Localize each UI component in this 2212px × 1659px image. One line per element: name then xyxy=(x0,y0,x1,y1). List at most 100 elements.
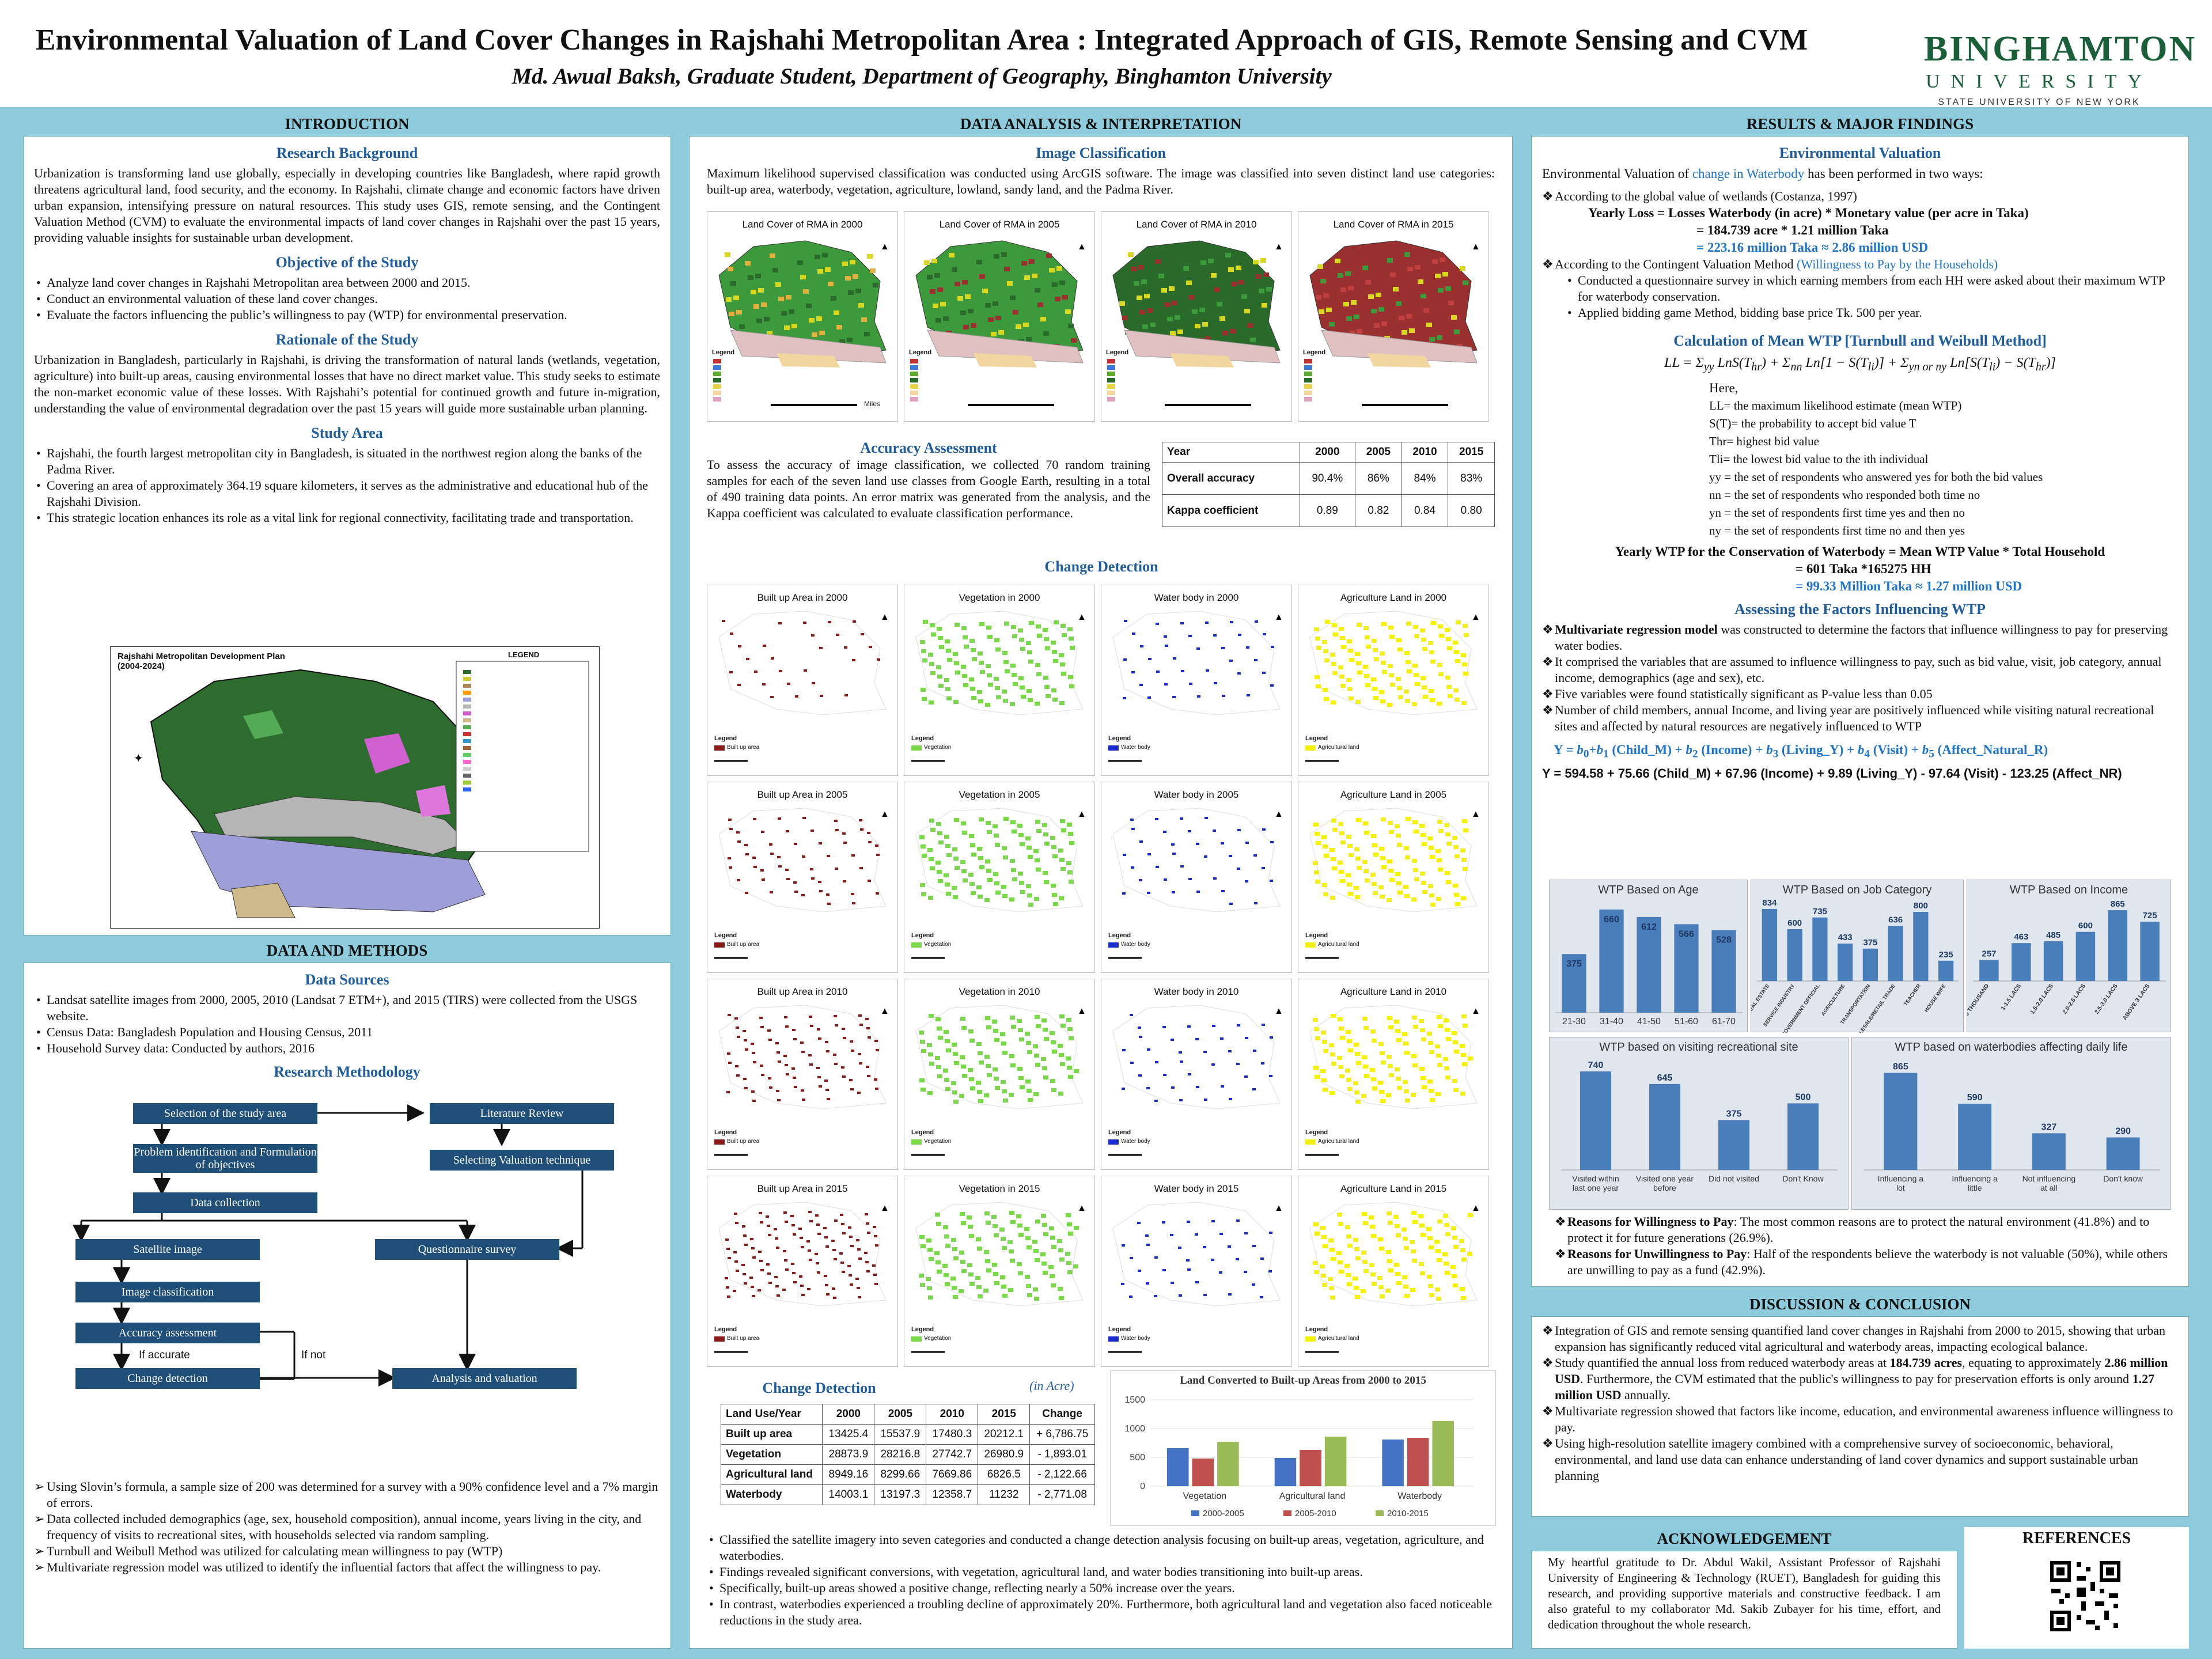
category-label: Visited within xyxy=(1572,1174,1619,1183)
change-map-panel: Water body in 2015 ▲ Legend Water body xyxy=(1101,1176,1292,1367)
mwtp-title: Calculation of Mean WTP [Turnbull and We… xyxy=(1673,332,2047,349)
land-cover-map-panel: Land Cover of RMA in 2000 ▲ Legend Miles xyxy=(707,211,898,422)
change-table-head: 2005 xyxy=(874,1404,927,1425)
change-map-panel: Vegetation in 2000 ▲ Legend Vegetation xyxy=(904,585,1095,776)
change-map-panel: Agriculture Land in 2005 ▲ Legend Agricultu… xyxy=(1298,782,1489,973)
svg-text:▲: ▲ xyxy=(1471,242,1480,252)
change-map-legend: Legend xyxy=(1305,1129,1328,1136)
ev-sub-item: Applied bidding game Method, bidding bas… xyxy=(1565,305,2178,321)
change-map-title: Built up Area in 2010 xyxy=(757,986,848,997)
acc-cell: Overall accuracy xyxy=(1162,462,1300,495)
change-table-cell: 26980.9 xyxy=(978,1444,1031,1465)
source-item: Household Survey data: Conducted by auth… xyxy=(34,1040,660,1056)
ds-title: Data Sources xyxy=(305,971,389,988)
study-area-item: This strategic location enhances its rol… xyxy=(34,510,660,526)
data-label: 485 xyxy=(2046,930,2061,940)
rb-text: Urbanization is transforming land use gl… xyxy=(34,166,660,245)
legend-swatch xyxy=(1376,1510,1384,1516)
change-table-cell: 20212.1 xyxy=(978,1424,1031,1445)
af-item: Number of child members, annual Income, … xyxy=(1542,702,2178,734)
disc-i2f: 1.27 million USD xyxy=(1555,1372,2155,1402)
change-map-graphic: ▲ xyxy=(1305,611,1480,762)
disc-heading: DISCUSSION & CONCLUSION xyxy=(1749,1296,1971,1313)
data-label: 290 xyxy=(2115,1127,2131,1137)
ev-sublist: Conducted a questionnaire survey in whic… xyxy=(1565,272,2178,321)
category-label: WHOLESALE/RETAIL TRADE xyxy=(1850,983,1896,1033)
ev-intro-b: change in Waterbody xyxy=(1692,166,1805,181)
def-item: Thr= highest bid value xyxy=(1709,434,1819,448)
data-label: 600 xyxy=(1787,918,1802,928)
change-map-title: Vegetation in 2000 xyxy=(959,592,1040,603)
dm-bullet: Multivariate regression model was utiliz… xyxy=(34,1559,662,1575)
category-label: ABOVE 3 LACS xyxy=(2122,983,2152,1021)
category-label: HOUSE WIFE xyxy=(1923,983,1947,1013)
land-converted-title: Land Converted to Built-up Areas from 20… xyxy=(1180,1374,1426,1387)
change-map-legend: Legend xyxy=(911,735,934,742)
da-bullet: Findings revealed significant conversion… xyxy=(707,1564,1502,1580)
university-logo: BINGHAMTON UNIVERSITY STATE UNIVERSITY O… xyxy=(1924,29,2195,108)
change-map-graphic: ▲ xyxy=(1108,808,1283,959)
objectives-list: Analyze land cover changes in Rajshahi M… xyxy=(34,275,660,323)
bar xyxy=(1787,1103,1819,1170)
change-map-legend: Legend xyxy=(1305,932,1328,939)
change-map-legend: Legend xyxy=(714,1129,737,1136)
ev2-b: (Willingness to Pay by the Households) xyxy=(1796,257,1998,271)
change-table-cell: Vegetation xyxy=(720,1444,823,1465)
svg-text:▲: ▲ xyxy=(1274,1203,1283,1213)
legend-swatch xyxy=(1283,1510,1291,1516)
objective-item: Conduct an environmental valuation of th… xyxy=(34,291,660,307)
bar xyxy=(1938,960,1954,981)
svg-text:▲: ▲ xyxy=(1077,1006,1086,1016)
wtp-age-svg: 375 21-30 660 31-40 612 41-50 566 51-60 528 61-70 xyxy=(1555,909,1743,1027)
bar xyxy=(1838,944,1853,981)
dm-bullet: Turnbull and Weibull Method was utilized… xyxy=(34,1543,662,1559)
reasons-list: Reasons for Willingness to Pay: The most… xyxy=(1555,1214,2177,1278)
change-map-title: Agriculture Land in 2000 xyxy=(1340,592,1447,603)
category-label: last one year xyxy=(1573,1183,1619,1192)
ic-text: Maximum likelihood supervised classifica… xyxy=(707,166,1495,196)
acc-head: Year xyxy=(1162,442,1300,463)
legend-label: 2000-2005 xyxy=(1203,1509,1244,1518)
svg-text:▲: ▲ xyxy=(1471,809,1480,819)
bar xyxy=(1649,1084,1680,1170)
category-label: Influencing a xyxy=(1878,1174,1924,1183)
category-label: lot xyxy=(1896,1183,1905,1192)
change-map-graphic: ▲ xyxy=(911,1202,1086,1353)
legend-swatch xyxy=(1191,1510,1199,1516)
land-cover-map-panel: Land Cover of RMA in 2005 ▲ Legend xyxy=(904,211,1095,422)
change-map-graphic: ▲ xyxy=(1305,1005,1480,1156)
change-map-title: Built up Area in 2005 xyxy=(757,789,848,800)
da-heading: DATA ANALYSIS & INTERPRETATION xyxy=(960,115,1242,132)
data-label: 327 xyxy=(2041,1122,2057,1132)
logo-line3: STATE UNIVERSITY OF NEW YORK xyxy=(1938,97,2141,107)
change-table: Land Use/Year 2000 2005 2010 2015 Change Built… xyxy=(720,1404,1095,1505)
acc-cell: 0.80 xyxy=(1448,494,1495,527)
change-map-graphic: ▲ xyxy=(911,808,1086,959)
category-label: 50-100 THOUSAND xyxy=(1967,983,1990,1029)
change-table-cell: 13425.4 xyxy=(822,1424,875,1445)
ack-heading: ACKNOWLEDGEMENT xyxy=(1531,1527,1957,1550)
poster-title: Environmental Valuation of Land Cover Ch… xyxy=(35,24,1808,56)
disc-item: Study quantified the annual loss from re… xyxy=(1542,1355,2178,1403)
change-map-legend-item: Agricultural land xyxy=(1318,1138,1359,1145)
qr-code[interactable] xyxy=(2048,1559,2123,1634)
land-cover-map-title: Land Cover of RMA in 2015 xyxy=(1333,219,1454,230)
change-table-row: Built up area 13425.4 15537.9 17480.3 20212.… xyxy=(720,1424,1095,1445)
af-item: It comprised the variables that are assu… xyxy=(1542,654,2178,686)
bar xyxy=(1274,1458,1297,1486)
category-label: 41-50 xyxy=(1637,1017,1661,1027)
svg-text:▲: ▲ xyxy=(880,612,889,622)
change-map-legend-item: Agricultural land xyxy=(1318,1335,1359,1342)
disc-i2e: . Furthermore, the CVM estimated that th… xyxy=(1580,1372,2133,1386)
change-table-head: 2000 xyxy=(822,1404,875,1425)
da-bullet: In contrast, waterbodies experienced a t… xyxy=(707,1596,1502,1628)
flow-box-literature: Literature Review xyxy=(430,1103,614,1124)
change-map-graphic: ▲ xyxy=(714,1202,889,1353)
land-cover-map-panel: Land Cover of RMA in 2010 ▲ Legend xyxy=(1101,211,1292,422)
data-label: 590 xyxy=(1967,1093,1983,1103)
ev-intro-c: has been performed in two ways: xyxy=(1804,166,1983,181)
data-label: 865 xyxy=(1893,1062,1908,1072)
here-label: Here, xyxy=(1709,380,1738,395)
change-table-cell: + 6,786.75 xyxy=(1029,1424,1095,1445)
change-map-title: Built up Area in 2000 xyxy=(757,592,848,603)
